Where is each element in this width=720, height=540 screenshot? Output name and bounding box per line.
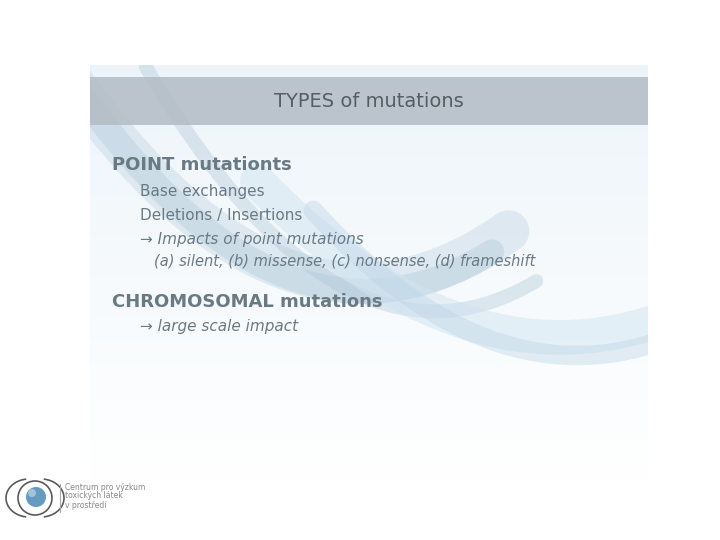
Circle shape xyxy=(28,489,36,497)
Text: → Impacts of point mutations: → Impacts of point mutations xyxy=(140,232,364,247)
Text: v prostředí: v prostředí xyxy=(65,501,107,510)
Text: Centrum pro výzkum: Centrum pro výzkum xyxy=(65,483,145,491)
Text: Deletions / Insertions: Deletions / Insertions xyxy=(140,208,302,223)
Text: toxických látek: toxických látek xyxy=(65,491,122,501)
Text: Base exchanges: Base exchanges xyxy=(140,184,265,199)
Circle shape xyxy=(26,487,46,507)
FancyBboxPatch shape xyxy=(90,77,648,125)
Text: (a) silent, (b) missense, (c) nonsense, (d) frameshift: (a) silent, (b) missense, (c) nonsense, … xyxy=(154,254,536,268)
Text: → large scale impact: → large scale impact xyxy=(140,319,298,334)
Text: CHROMOSOMAL mutations: CHROMOSOMAL mutations xyxy=(112,293,383,311)
Text: POINT mutationts: POINT mutationts xyxy=(112,156,292,173)
Text: TYPES of mutations: TYPES of mutations xyxy=(274,92,464,111)
